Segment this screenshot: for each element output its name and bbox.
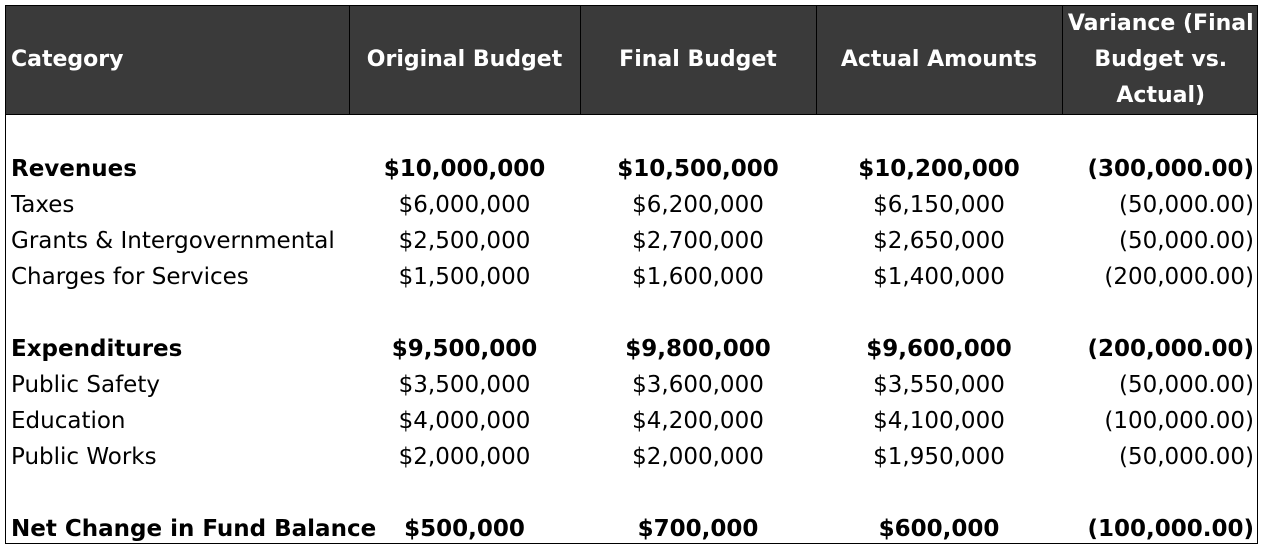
original-budget-cell[interactable]: $6,000,000 [398,192,531,218]
category-cell[interactable]: Revenues [11,156,137,182]
empty-cell[interactable] [1062,475,1257,511]
header-category[interactable]: Category [6,6,350,115]
empty-cell[interactable] [816,295,1062,331]
empty-cell[interactable] [816,475,1062,511]
final-budget-cell[interactable]: $1,600,000 [632,264,764,290]
actual-amount-cell[interactable]: $6,150,000 [873,192,1005,218]
category-cell[interactable]: Charges for Services [11,264,249,290]
budget-comparison-table: Category Original Budget Final Budget Ac… [6,6,1257,544]
actual-amount-cell[interactable]: $4,100,000 [873,408,1005,434]
table-row: Charges for Services $1,500,000 $1,600,0… [6,259,1257,295]
revenues-total-row: Revenues $10,000,000 $10,500,000 $10,200… [6,151,1257,187]
actual-amount-cell[interactable]: $3,550,000 [873,372,1005,398]
empty-cell[interactable] [1062,115,1257,152]
actual-amount-cell[interactable]: $600,000 [878,516,1000,542]
table-row: Taxes $6,000,000 $6,200,000 $6,150,000 (… [6,187,1257,223]
table-row: Public Safety $3,500,000 $3,600,000 $3,5… [6,367,1257,403]
table-body: Revenues $10,000,000 $10,500,000 $10,200… [6,115,1257,544]
category-cell[interactable]: Education [11,408,126,434]
category-cell[interactable]: Grants & Intergovernmental [11,228,335,254]
empty-cell[interactable] [6,115,349,152]
variance-cell[interactable]: (50,000.00) [1118,228,1254,254]
category-cell[interactable]: Taxes [11,192,75,218]
empty-cell[interactable] [349,295,580,331]
actual-amount-cell[interactable]: $2,650,000 [873,228,1005,254]
header-original-budget[interactable]: Original Budget [349,6,581,115]
original-budget-cell[interactable]: $2,000,000 [398,444,531,470]
variance-cell[interactable]: (100,000.00) [1087,516,1254,542]
table-row: Education $4,000,000 $4,200,000 $4,100,0… [6,403,1257,439]
empty-cell[interactable] [580,115,816,152]
variance-cell[interactable]: (50,000.00) [1118,372,1254,398]
spacer-row [6,295,1257,331]
final-budget-cell[interactable]: $3,600,000 [632,372,764,398]
category-cell[interactable]: Public Works [11,444,157,470]
final-budget-cell[interactable]: $700,000 [637,516,759,542]
final-budget-cell[interactable]: $6,200,000 [632,192,764,218]
category-cell[interactable]: Expenditures [11,336,183,362]
empty-cell[interactable] [6,475,349,511]
final-budget-cell[interactable]: $10,500,000 [617,156,779,182]
header-final-budget[interactable]: Final Budget [580,6,817,115]
actual-amount-cell[interactable]: $1,950,000 [873,444,1005,470]
expenditures-total-row: Expenditures $9,500,000 $9,800,000 $9,60… [6,331,1257,367]
actual-amount-cell[interactable]: $10,200,000 [858,156,1020,182]
original-budget-cell[interactable]: $1,500,000 [398,264,531,290]
variance-cell[interactable]: (300,000.00) [1087,156,1254,182]
final-budget-cell[interactable]: $9,800,000 [625,336,771,362]
original-budget-cell[interactable]: $4,000,000 [398,408,531,434]
header-actual-amounts[interactable]: Actual Amounts [816,6,1063,115]
empty-cell[interactable] [6,295,349,331]
empty-cell[interactable] [349,115,580,152]
variance-cell[interactable]: (200,000.00) [1087,336,1254,362]
net-change-row: Net Change in Fund Balance $500,000 $700… [6,511,1257,543]
variance-cell[interactable]: (50,000.00) [1118,444,1254,470]
empty-cell[interactable] [1062,295,1257,331]
empty-cell[interactable] [580,295,816,331]
actual-amount-cell[interactable]: $9,600,000 [866,336,1012,362]
original-budget-cell[interactable]: $2,500,000 [398,228,531,254]
table-row: Public Works $2,000,000 $2,000,000 $1,95… [6,439,1257,475]
original-budget-cell[interactable]: $9,500,000 [391,336,538,362]
budget-table-sheet: Category Original Budget Final Budget Ac… [5,5,1258,544]
header-row: Category Original Budget Final Budget Ac… [6,6,1257,115]
final-budget-cell[interactable]: $2,700,000 [632,228,764,254]
empty-cell[interactable] [349,475,580,511]
final-budget-cell[interactable]: $2,000,000 [632,444,764,470]
table-header: Category Original Budget Final Budget Ac… [6,6,1257,115]
empty-cell[interactable] [816,115,1062,152]
spacer-row [6,475,1257,511]
original-budget-cell[interactable]: $3,500,000 [398,372,531,398]
variance-cell[interactable]: (50,000.00) [1118,192,1254,218]
final-budget-cell[interactable]: $4,200,000 [632,408,764,434]
spacer-row [6,115,1257,152]
original-budget-cell[interactable]: $10,000,000 [383,156,546,182]
header-variance[interactable]: Variance (Final Budget vs. Actual) [1062,6,1257,115]
empty-cell[interactable] [580,475,816,511]
category-cell[interactable]: Net Change in Fund Balance [11,516,377,542]
variance-cell[interactable]: (200,000.00) [1104,264,1254,290]
actual-amount-cell[interactable]: $1,400,000 [873,264,1005,290]
category-cell[interactable]: Public Safety [11,372,160,398]
original-budget-cell[interactable]: $500,000 [404,516,525,542]
table-row: Grants & Intergovernmental $2,500,000 $2… [6,223,1257,259]
variance-cell[interactable]: (100,000.00) [1104,408,1254,434]
